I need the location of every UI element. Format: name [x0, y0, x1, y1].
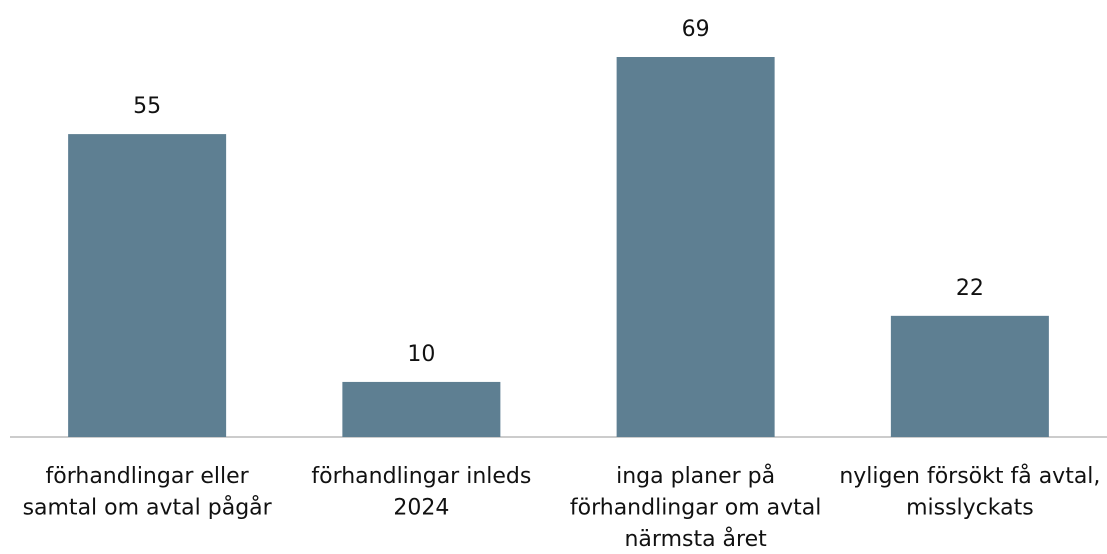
x-tick-label: nyligen försökt få avtal, misslyckats [839, 463, 1100, 521]
value-label: 10 [407, 342, 435, 367]
bar [890, 315, 1049, 437]
x-tick-label: inga planer på förhandlingar om avtal närm… [570, 463, 821, 552]
value-label: 69 [682, 17, 710, 42]
bar [342, 381, 501, 437]
value-label: 55 [133, 94, 161, 119]
bar [616, 57, 775, 437]
x-tick-label: förhandlingar eller samtal om avtal pågår [23, 464, 273, 521]
x-tick-label: förhandlingar inleds 2024 [311, 464, 531, 521]
value-label: 22 [956, 276, 984, 301]
bar [68, 134, 227, 438]
